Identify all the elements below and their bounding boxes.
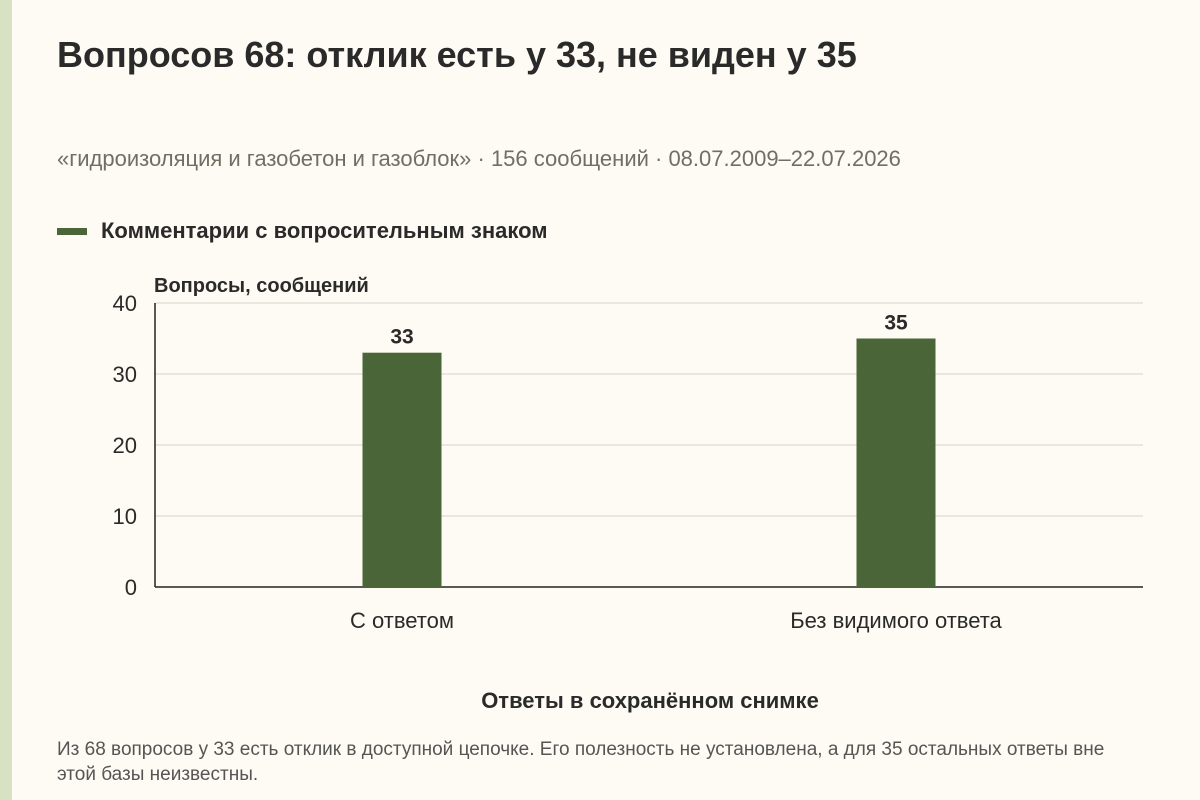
bar	[856, 338, 936, 587]
bar-chart: 0 10 20 30 40 33 35 С ответом Без видимого отв…	[113, 275, 1143, 713]
y-tick-labels: 0 10 20 30 40	[113, 291, 137, 600]
y-tick-label: 10	[113, 504, 137, 529]
category-label: С ответом	[350, 608, 454, 633]
y-tick-label: 0	[125, 575, 137, 600]
chart-title: Вопросов 68: отклик есть у 33, не виден …	[57, 34, 857, 75]
bar	[362, 352, 442, 587]
y-tick-label: 30	[113, 362, 137, 387]
chart-subtitle: «гидроизоляция и газобетон и газоблок» ·…	[57, 146, 901, 171]
data-label: 33	[390, 326, 413, 349]
category-label: Без видимого ответа	[790, 608, 1002, 633]
chart-caption: Из 68 вопросов у 33 есть отклик в доступ…	[57, 739, 1105, 785]
legend-swatch	[57, 227, 87, 235]
data-labels: 33 35	[390, 312, 908, 349]
side-accent-stripe	[0, 0, 12, 800]
legend: Комментарии с вопросительным знаком	[57, 218, 548, 244]
y-tick-label: 20	[113, 433, 137, 458]
bars	[362, 338, 936, 587]
y-axis-label: Вопросы, сообщений	[154, 275, 369, 297]
data-label: 35	[884, 312, 908, 335]
y-tick-label: 40	[113, 291, 137, 316]
legend-label: Комментарии с вопросительным знаком	[101, 218, 548, 243]
category-labels: С ответом Без видимого ответа	[350, 608, 1003, 633]
x-axis-label: Ответы в сохранённом снимке	[481, 688, 819, 713]
grid-lines	[154, 302, 1143, 588]
